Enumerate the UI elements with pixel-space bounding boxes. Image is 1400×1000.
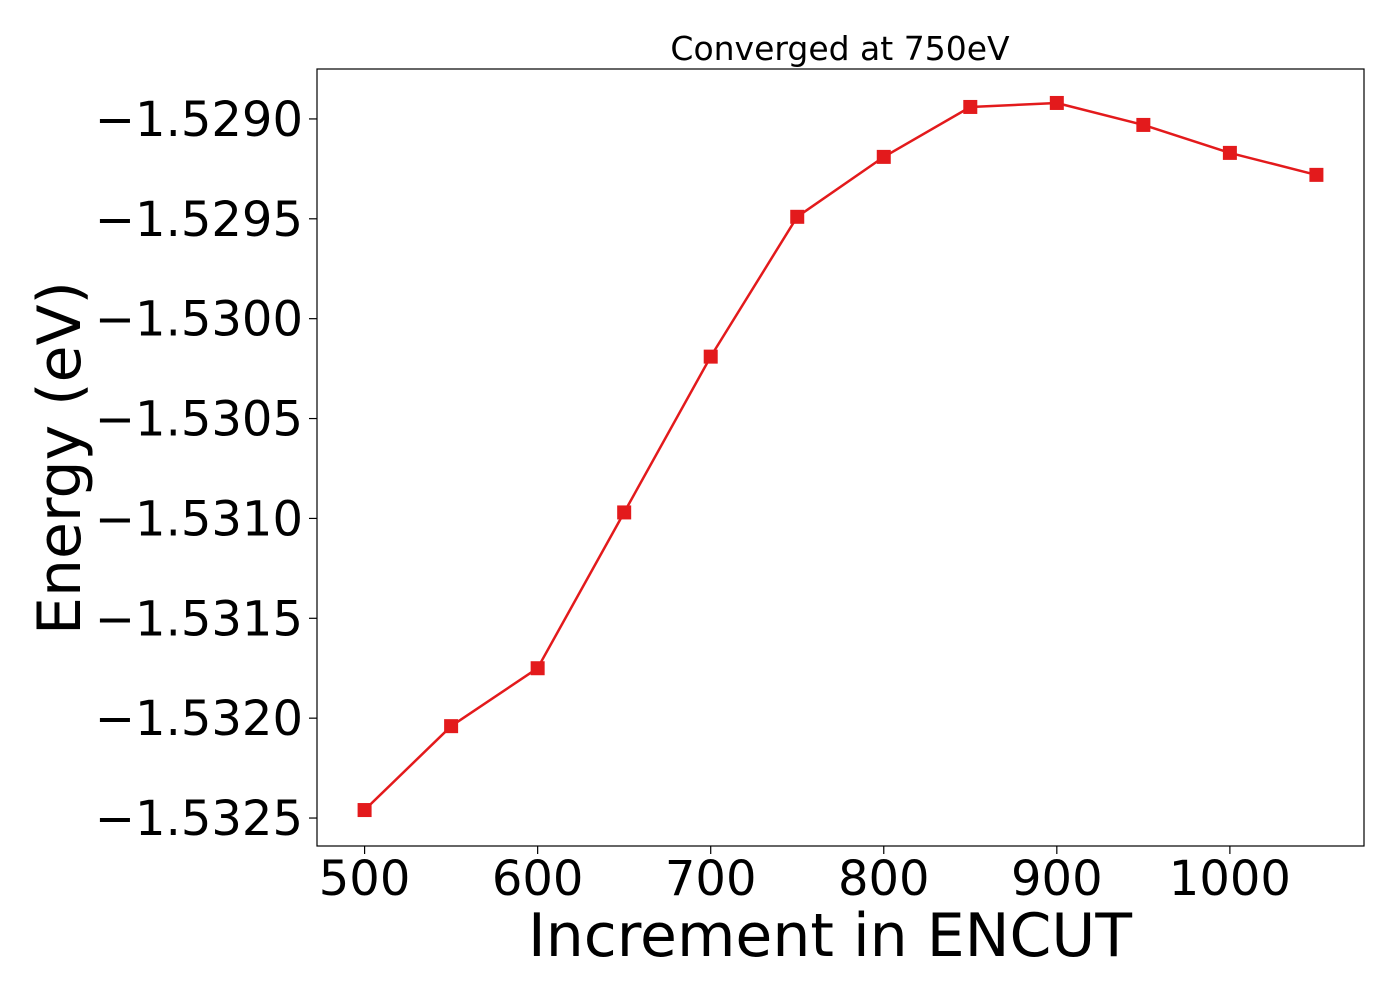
data-point-marker bbox=[1222, 145, 1237, 160]
data-point-marker bbox=[444, 719, 459, 734]
data-point-marker bbox=[1049, 95, 1064, 110]
x-axis-ticks: 500 600 700 800 900 1000 bbox=[319, 846, 1291, 907]
y-axis-label: Energy (eV) bbox=[25, 281, 95, 635]
y-tick-label: −1.5325 bbox=[95, 791, 303, 847]
data-point-marker bbox=[1309, 167, 1324, 182]
x-tick-label: 600 bbox=[492, 851, 584, 907]
data-point-marker bbox=[963, 99, 978, 114]
chart-title: Converged at 750eV bbox=[670, 29, 1010, 68]
y-tick-label: −1.5310 bbox=[95, 491, 303, 547]
y-tick-label: −1.5320 bbox=[95, 691, 303, 747]
plot-area-frame bbox=[316, 68, 1365, 847]
x-tick-label: 700 bbox=[665, 851, 757, 907]
x-tick-label: 1000 bbox=[1169, 851, 1291, 907]
data-point-marker bbox=[703, 349, 718, 364]
y-tick-label: −1.5300 bbox=[95, 292, 303, 348]
data-point-marker bbox=[357, 803, 372, 818]
data-point-marker bbox=[617, 505, 632, 520]
data-point-marker bbox=[1136, 117, 1151, 132]
y-tick-label: −1.5305 bbox=[95, 392, 303, 448]
x-tick-label: 800 bbox=[838, 851, 930, 907]
data-point-marker bbox=[530, 661, 545, 676]
x-tick-label: 900 bbox=[1011, 851, 1103, 907]
x-axis-label: Increment in ENCUT bbox=[528, 901, 1132, 971]
y-tick-label: −1.5295 bbox=[95, 192, 303, 248]
data-point-marker bbox=[876, 149, 891, 164]
x-tick-label: 500 bbox=[319, 851, 411, 907]
series-line bbox=[363, 101, 1317, 811]
data-point-marker bbox=[790, 209, 805, 224]
y-axis-ticks: −1.5325 −1.5320 −1.5315 −1.5310 −1.5305 −1.53… bbox=[95, 92, 317, 847]
series-layer bbox=[357, 95, 1324, 818]
y-tick-label: −1.5315 bbox=[95, 591, 303, 647]
y-tick-label: −1.5290 bbox=[95, 92, 303, 148]
